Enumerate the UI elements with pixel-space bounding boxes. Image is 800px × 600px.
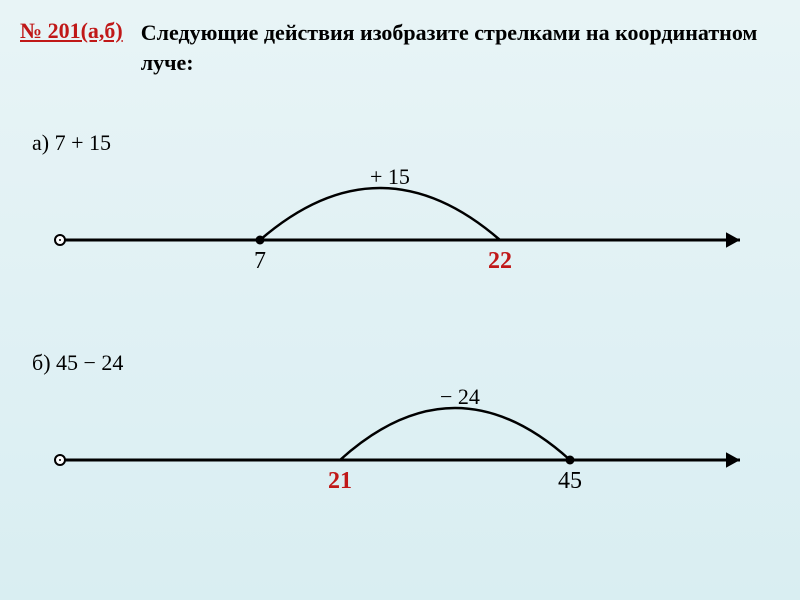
arc-label-b: − 24	[440, 384, 480, 410]
arc-label-a: + 15	[370, 164, 410, 190]
number-line-b: − 24 2145	[40, 390, 760, 510]
part-a-label: а) 7 + 15	[32, 130, 111, 156]
number-line-a: + 15 722	[40, 170, 760, 290]
part-b-label: б) 45 − 24	[32, 350, 123, 376]
number-line-b-svg	[40, 390, 760, 510]
prompt-text: Следующие действия изобразите стрелками …	[141, 18, 780, 77]
numline-a-tick-0: 7	[254, 248, 266, 275]
problem-number: № 201(а,б)	[20, 18, 123, 44]
numline-a-tick-1: 22	[488, 248, 512, 275]
numline-b-tick-0: 21	[328, 468, 352, 495]
numline-b-tick-1: 45	[558, 468, 582, 495]
header: № 201(а,б) Следующие действия изобразите…	[0, 0, 800, 77]
